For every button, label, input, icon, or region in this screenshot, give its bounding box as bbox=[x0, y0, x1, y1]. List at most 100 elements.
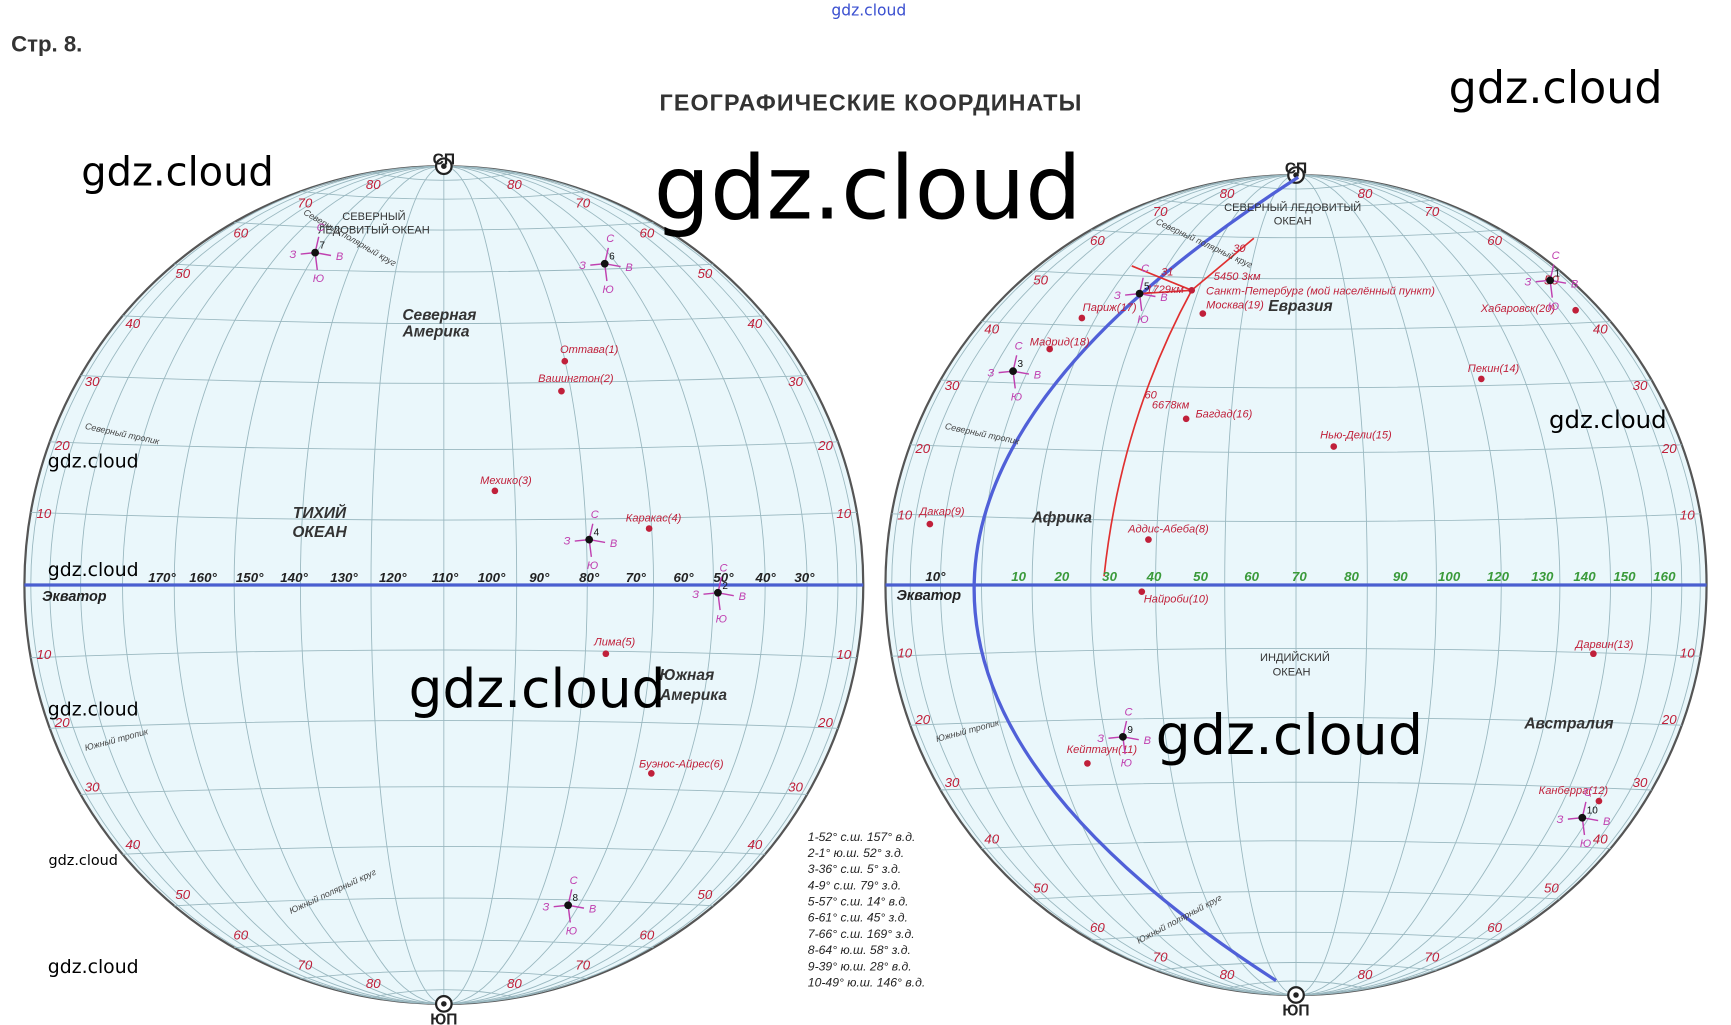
pole-label: СП bbox=[433, 152, 455, 169]
compass-letter: С bbox=[570, 875, 579, 887]
compass-letter: Ю bbox=[1121, 757, 1132, 769]
latitude-label: 70 bbox=[1424, 949, 1439, 964]
latitude-label: 30 bbox=[945, 378, 960, 393]
point-number: 10 bbox=[1587, 806, 1599, 817]
latitude-label: 20 bbox=[817, 438, 833, 453]
city-label: Буэнос-Айрес(6) bbox=[639, 758, 724, 770]
answer-line: 5-57° с.ш. 14° в.д. bbox=[808, 895, 909, 909]
city-label: Багдад(16) bbox=[1195, 408, 1252, 420]
latitude-label: 40 bbox=[1593, 832, 1608, 847]
latitude-label: 20 bbox=[817, 715, 833, 730]
compass-letter: Ю bbox=[313, 273, 324, 285]
meridian-label: 160 bbox=[1653, 569, 1676, 584]
compass-letter: З bbox=[692, 589, 699, 601]
west-hemisphere: СП ЮП 80 80 80 80 70 70 70 70 60 60 60 60 50 50 50 50 40 40… bbox=[23, 152, 865, 1025]
compass-letter: В bbox=[589, 904, 597, 916]
latitude-label: 40 bbox=[984, 832, 999, 847]
watermark: gdz.cloud bbox=[48, 957, 139, 978]
compass-letter: Ю bbox=[1580, 838, 1591, 850]
answer-line: 8-64° ю.ш. 58° з.д. bbox=[808, 943, 911, 957]
compass-letter: З bbox=[290, 249, 297, 261]
compass-letter: С bbox=[317, 222, 326, 234]
compass-letter: З bbox=[1557, 814, 1564, 826]
meridian-label: 20 bbox=[1053, 569, 1069, 584]
latitude-label: 30 bbox=[1633, 378, 1648, 393]
city-label: Канберра(12) bbox=[1539, 785, 1609, 797]
region-label: Америка bbox=[659, 687, 727, 704]
latitude-label: 30 bbox=[85, 779, 100, 794]
latitude-label: 70 bbox=[575, 958, 590, 973]
city-label: Мехико(3) bbox=[480, 475, 532, 487]
region-label: ИНДИЙСКИЙ bbox=[1260, 651, 1330, 664]
region-label: Америка bbox=[402, 324, 470, 341]
region-label: Северная bbox=[402, 307, 476, 324]
latitude-label: 10 bbox=[836, 647, 851, 662]
answer-line: 1-52° с.ш. 157° в.д. bbox=[808, 830, 916, 844]
latitude-label: 30 bbox=[1633, 775, 1648, 790]
latitude-label: 70 bbox=[1153, 204, 1168, 219]
latitude-label: 40 bbox=[125, 316, 140, 331]
coordinate-point: 1 С ВЮ З bbox=[1525, 250, 1579, 313]
city-label: Мадрид(18) bbox=[1030, 336, 1090, 348]
latitude-label: 70 bbox=[575, 195, 590, 210]
watermark: gdz.cloud bbox=[48, 560, 139, 581]
answer-line: 4-9° с.ш. 79° з.д. bbox=[808, 878, 901, 892]
answer-line: 2-1° ю.ш. 52° з.д. bbox=[807, 846, 904, 860]
city-marker bbox=[1572, 306, 1579, 314]
page-content: Стр. 8. ГЕОГРАФИЧЕСКИЕ КООРДИНАТЫ СП ЮП 80… bbox=[11, 2, 1708, 1025]
city-marker bbox=[1188, 286, 1196, 294]
latitude-label: 40 bbox=[125, 837, 140, 852]
compass-letter: В bbox=[336, 251, 344, 263]
coordinate-point: 6 С ВЮ З bbox=[579, 233, 633, 296]
point-number: 2 bbox=[722, 581, 728, 592]
meridian-label: 50 bbox=[1193, 569, 1208, 584]
watermark: gdz.cloud bbox=[831, 2, 906, 20]
city-label: Оттава(1) bbox=[560, 344, 619, 356]
point-marker bbox=[564, 901, 572, 910]
point-number: 4 bbox=[594, 528, 600, 539]
point-marker bbox=[1009, 367, 1017, 376]
city-marker bbox=[1330, 443, 1338, 450]
latitude-label: 50 bbox=[1033, 273, 1048, 288]
equator-label: Экватор bbox=[42, 589, 107, 605]
latitude-label: 40 bbox=[1593, 322, 1608, 337]
city-marker bbox=[1199, 310, 1207, 317]
point-number: 8 bbox=[573, 893, 579, 904]
region-label: Австралия bbox=[1523, 716, 1613, 733]
latitude-label: 70 bbox=[1424, 204, 1439, 219]
latitude-label: 60 bbox=[639, 225, 654, 240]
city-label: Хабаровск(20) bbox=[1480, 303, 1556, 315]
point-marker bbox=[1546, 276, 1554, 285]
watermark: gdz.cloud bbox=[1549, 405, 1667, 434]
latitude-label: 10 bbox=[836, 506, 851, 521]
equator-label: Экватор bbox=[897, 588, 962, 604]
latitude-label: 10 bbox=[1680, 508, 1695, 523]
city-label: Париж(17) bbox=[1083, 302, 1137, 314]
region-label: СЕВЕРНЫЙ bbox=[342, 210, 405, 223]
latitude-label: 50 bbox=[175, 266, 190, 281]
latitude-label: 10 bbox=[36, 506, 51, 521]
point-marker bbox=[585, 535, 594, 544]
city-label: Дакар(9) bbox=[918, 506, 965, 518]
compass-letter: С bbox=[1124, 706, 1133, 718]
latitude-label: 30 bbox=[788, 779, 803, 794]
distance-label: 6678км bbox=[1152, 399, 1190, 411]
city-marker bbox=[561, 357, 569, 365]
meridian-label: 150° bbox=[236, 570, 264, 585]
city-marker bbox=[602, 650, 610, 658]
compass-letter: В bbox=[1571, 279, 1579, 291]
coordinate-point: 2 С ВЮ З bbox=[692, 562, 746, 625]
compass-letter: З bbox=[543, 901, 550, 913]
latitude-label: 60 bbox=[1487, 233, 1502, 248]
point-marker bbox=[1135, 289, 1144, 298]
latitude-label: 80 bbox=[366, 976, 381, 991]
meridian-label: 90 bbox=[1393, 569, 1408, 584]
latitude-label: 80 bbox=[507, 177, 522, 192]
point-number: 7 bbox=[320, 241, 326, 252]
compass-letter: С bbox=[719, 562, 728, 574]
coordinate-point: 7 С ВЮ З bbox=[290, 222, 344, 285]
compass-letter: З bbox=[579, 260, 586, 272]
city-label: Кейптаун(11) bbox=[1067, 744, 1138, 756]
latitude-label: 70 bbox=[298, 195, 313, 210]
city-label: Найроби(10) bbox=[1144, 593, 1209, 605]
